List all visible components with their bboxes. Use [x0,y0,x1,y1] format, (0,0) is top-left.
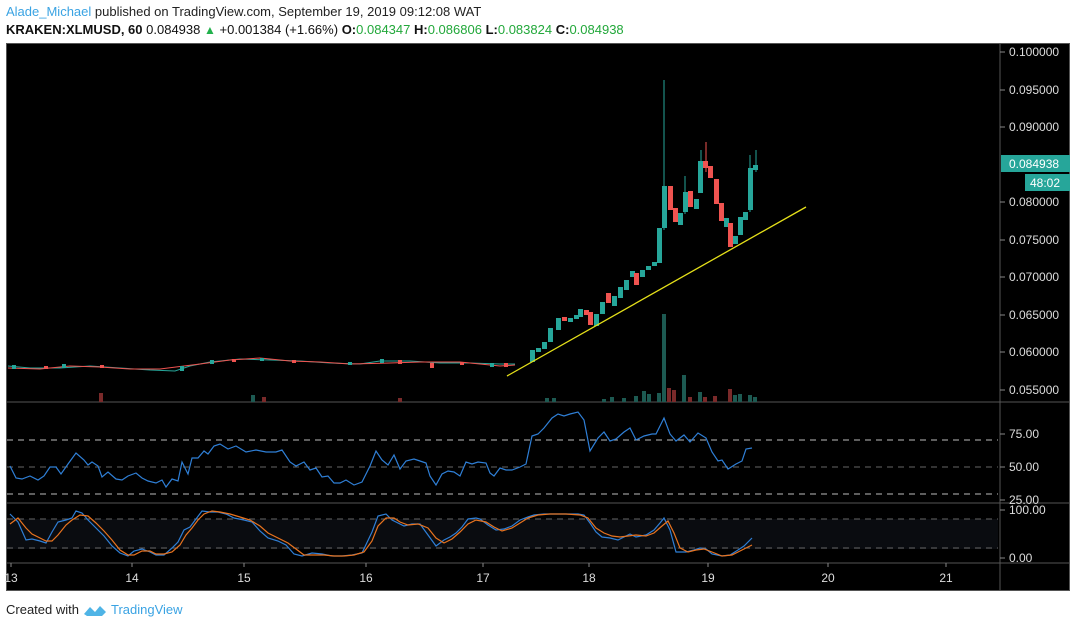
svg-text:17: 17 [476,571,490,585]
volume-bars [99,314,757,402]
stoch-d-line [9,510,753,557]
close-value: 0.084938 [569,22,624,37]
last-price: 0.084938 [146,22,201,37]
price-change: +0.001384 (+1.66%) [219,22,339,37]
svg-text:0.055000: 0.055000 [1009,383,1059,397]
stoch-axis[interactable]: 100.00 0.00 [1000,503,1046,565]
rsi-line [9,411,753,489]
svg-text:0.100000: 0.100000 [1009,45,1059,59]
footer: Created with TradingView [6,602,183,617]
current-price-label: 0.084938 [1009,157,1059,171]
svg-text:50.00: 50.00 [1009,460,1039,474]
open-value: 0.084347 [356,22,411,37]
high-value: 0.086806 [427,22,482,37]
low-label: L: [485,22,498,37]
price-axis[interactable]: 0.100000 0.095000 0.090000 0.080000 0.07… [1000,45,1059,397]
publish-line: Alade_Michael published on TradingView.c… [6,4,481,19]
published-text: published on TradingView.com, September … [94,4,482,19]
svg-text:15: 15 [237,571,251,585]
svg-text:25.00: 25.00 [1009,493,1039,507]
tradingview-brand-link[interactable]: TradingView [110,602,183,617]
author-link[interactable]: Alade_Michael [6,4,92,19]
svg-text:18: 18 [582,571,596,585]
svg-text:75.00: 75.00 [1009,427,1039,441]
tradingview-logo-icon [83,605,106,616]
triangle-up-icon: ▲ [204,23,216,37]
close-label: C: [555,22,570,37]
current-price-badge [1001,155,1070,172]
created-with-label: Created with [6,602,79,617]
rsi-axis[interactable]: 75.00 50.00 25.00 [1000,427,1039,507]
svg-text:0.090000: 0.090000 [1009,120,1059,134]
svg-text:16: 16 [359,571,373,585]
svg-text:13: 13 [4,571,18,585]
svg-text:0.095000: 0.095000 [1009,83,1059,97]
time-axis[interactable]: 13 14 15 16 17 18 19 20 21 [4,563,953,585]
stoch-pane[interactable] [7,510,998,557]
trendline[interactable] [506,206,807,377]
countdown-label: 48:02 [1030,176,1060,190]
low-value: 0.083824 [497,22,553,37]
rsi-pane[interactable] [7,411,998,495]
svg-text:14: 14 [125,571,139,585]
svg-text:0.070000: 0.070000 [1009,270,1059,284]
price-candles-early-bodies [12,358,508,371]
svg-text:21: 21 [939,571,953,585]
svg-text:0.065000: 0.065000 [1009,308,1059,322]
symbol-label: KRAKEN:XLMUSD, 60 [6,22,143,37]
symbol-line: KRAKEN:XLMUSD, 60 0.084938 ▲ +0.001384 (… [6,22,624,37]
countdown-badge [1025,174,1070,191]
svg-text:0.075000: 0.075000 [1009,233,1059,247]
svg-text:0.060000: 0.060000 [1009,345,1059,359]
svg-text:0.00: 0.00 [1009,551,1033,565]
svg-text:19: 19 [701,571,715,585]
svg-text:100.00: 100.00 [1009,503,1046,517]
svg-text:0.080000: 0.080000 [1009,195,1059,209]
high-label: H: [414,22,428,37]
price-candles-rally [530,80,758,362]
svg-text:20: 20 [821,571,835,585]
chart-frame[interactable] [6,43,1070,591]
open-label: O: [341,22,357,37]
